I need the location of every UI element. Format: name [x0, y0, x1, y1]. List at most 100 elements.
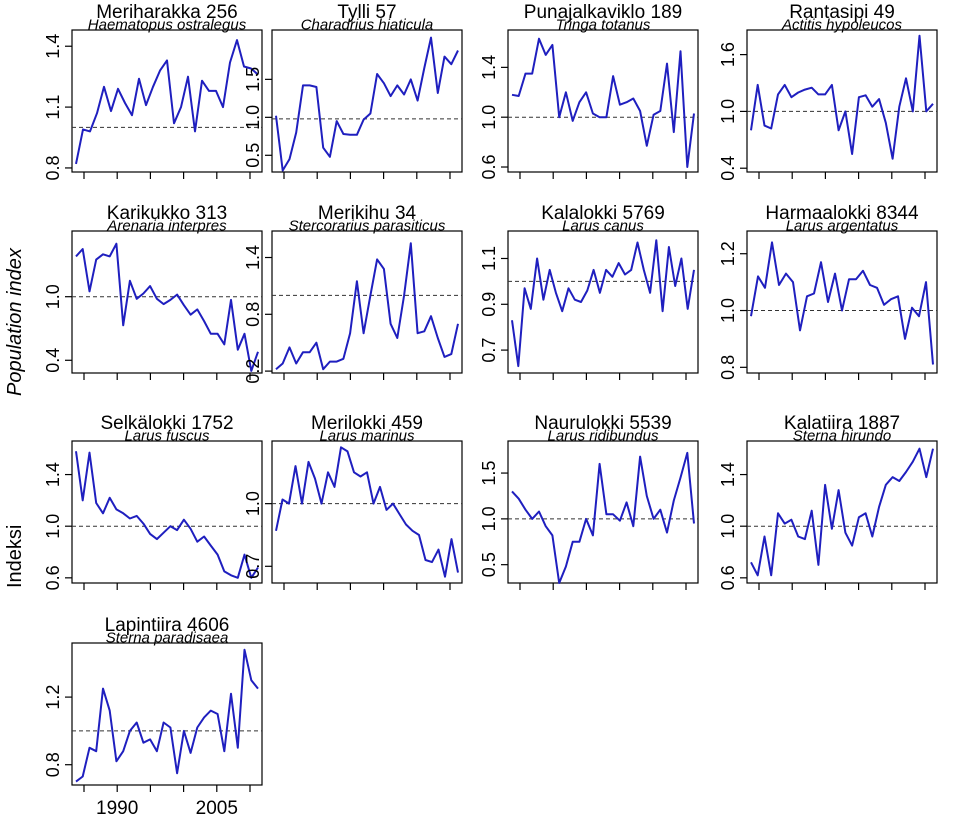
panel-title: Meriharakka 256	[96, 2, 238, 23]
panel-subtitle: Larus canus	[562, 218, 644, 235]
plot-frame	[71, 642, 263, 786]
series-line	[275, 446, 459, 578]
ytick-label: 1.0	[243, 491, 263, 516]
panel-subtitle: Larus argentatus	[786, 218, 899, 235]
panel-subtitle: Larus fuscus	[124, 428, 210, 445]
panel-title: Merikihu 34	[318, 203, 417, 224]
ytick-label: 1.4	[479, 55, 499, 80]
ytick-label: 1.2	[43, 685, 63, 710]
ytick-label: 0.5	[479, 552, 499, 577]
plot-frame	[271, 440, 463, 584]
ytick-label: 1.0	[718, 99, 738, 124]
ytick-label: 0.6	[718, 565, 738, 590]
ytick-label: 1.4	[243, 245, 263, 270]
panel-subtitle: Arenaria interpres	[106, 218, 227, 235]
ytick-label: 1.1	[479, 246, 499, 271]
ytick-label: 1.4	[43, 34, 63, 59]
series-line	[275, 36, 459, 172]
ytick-label: 0.4	[718, 156, 738, 181]
panel-subtitle: Larus ridibundus	[548, 428, 659, 445]
plot-frame	[746, 230, 938, 374]
plot-frame	[271, 230, 463, 374]
ytick-label: 1.2	[718, 241, 738, 266]
panel-title: Kalalokki 5769	[541, 203, 665, 224]
plot-frame	[71, 29, 263, 173]
ytick-label: 0.8	[718, 355, 738, 380]
plot-frame	[507, 230, 699, 374]
ytick-label: 1.4	[43, 462, 63, 487]
series-line	[511, 451, 695, 584]
series-line	[75, 242, 259, 372]
panel-title: Rantasipi 49	[789, 2, 895, 23]
panel-title: Punajalkaviklo 189	[524, 2, 682, 23]
panel-subtitle: Haematopus ostralegus	[88, 17, 247, 34]
ytick-label: 0.6	[479, 155, 499, 180]
ytick-label: 0.8	[43, 155, 63, 180]
plot-frame	[746, 440, 938, 584]
xtick-label: 2005	[196, 798, 238, 818]
panel-subtitle: Tringa totanus	[556, 17, 651, 34]
panel-title: Tylli 57	[337, 2, 396, 23]
panel-title: Harmaalokki 8344	[765, 203, 919, 224]
plot-frame	[71, 230, 263, 374]
ytick-label: 1.5	[479, 461, 499, 486]
ytick-label: 1.6	[718, 42, 738, 67]
plot-frame	[271, 29, 463, 173]
ytick-label: 0.5	[243, 143, 263, 168]
ytick-label: 0.6	[43, 565, 63, 590]
plot-frame	[746, 29, 938, 173]
series-line	[750, 241, 934, 365]
ytick-label: 0.9	[479, 292, 499, 317]
ytick-label: 0.7	[243, 554, 263, 579]
ylabel-indeksi: Indeksi	[4, 524, 26, 588]
ytick-label: 0.8	[43, 752, 63, 777]
ytick-label: 0.8	[243, 302, 263, 327]
ylabel-population-index: Population index	[4, 248, 26, 396]
panel-subtitle: Larus marinus	[319, 428, 415, 445]
panel-subtitle: Stercorarius parasiticus	[289, 218, 446, 235]
panel-subtitle: Charadrius hiaticula	[301, 17, 434, 34]
ytick-label: 1.0	[479, 506, 499, 531]
series-line	[511, 239, 695, 368]
panel-title: Kalatiira 1887	[784, 413, 900, 434]
panel-title: Lapintiira 4606	[105, 615, 230, 636]
panel-title: Naurulokki 5539	[534, 413, 671, 434]
ytick-label: 1.0	[718, 298, 738, 323]
plot-frame	[71, 440, 263, 584]
ytick-label: 1.0	[43, 284, 63, 309]
ytick-label: 1.0	[243, 105, 263, 130]
xtick-label: 1990	[96, 798, 138, 818]
ytick-label: 1.5	[243, 67, 263, 92]
ytick-label: 1.4	[718, 462, 738, 487]
ytick-label: 0.4	[43, 348, 63, 373]
panel-subtitle: Actitis hypoleucos	[781, 17, 903, 34]
series-line	[275, 242, 459, 371]
panel-title: Karikukko 313	[107, 203, 227, 224]
panel-title: Merilokki 459	[311, 413, 423, 434]
series-line	[750, 447, 934, 577]
panel-subtitle: Sterna paradisaea	[106, 630, 229, 647]
series-line	[750, 34, 934, 160]
panel-title: Selkälokki 1752	[100, 413, 233, 434]
ytick-label: 1.0	[479, 105, 499, 130]
ytick-label: 1.0	[43, 514, 63, 539]
series-line	[511, 37, 695, 168]
plot-frame	[507, 440, 699, 584]
series-line	[75, 451, 259, 579]
series-line	[75, 39, 259, 165]
panel-subtitle: Sterna hirundo	[793, 428, 891, 445]
